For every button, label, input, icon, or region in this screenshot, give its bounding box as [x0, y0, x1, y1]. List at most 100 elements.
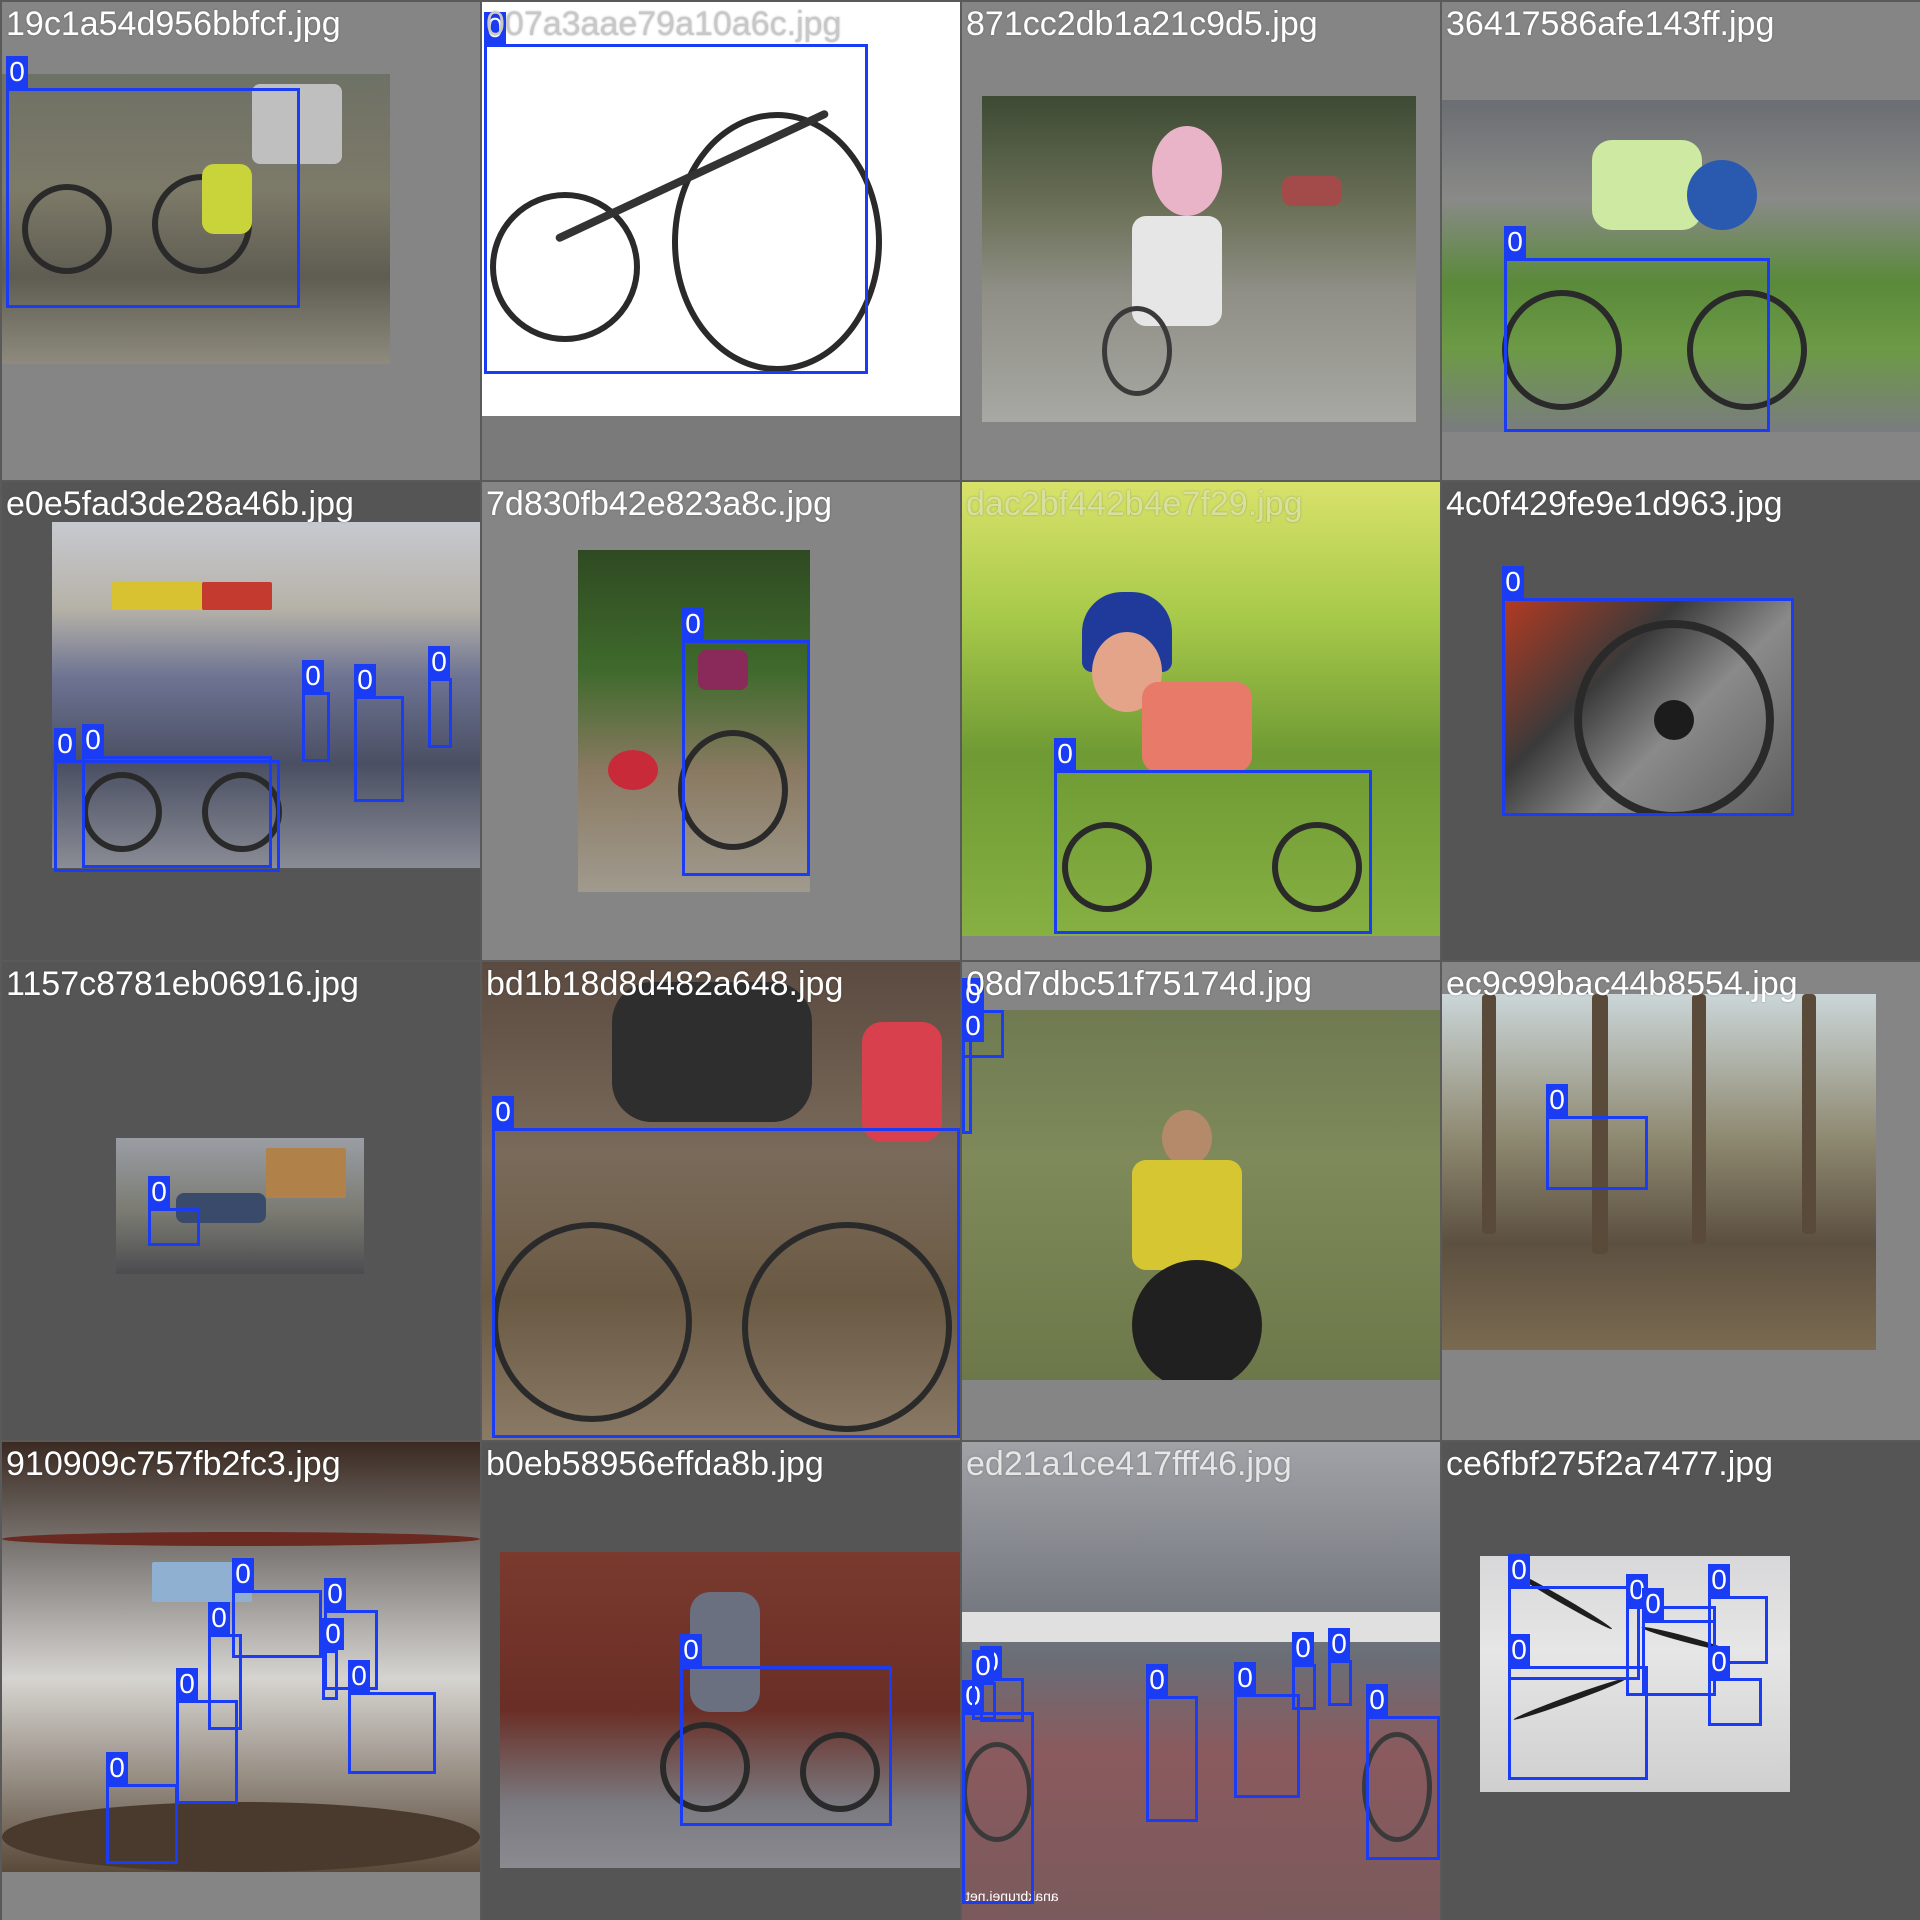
bbox-label: 0: [232, 1558, 254, 1590]
tile-11: 0 ec9c99bac44b8554.jpg: [1442, 962, 1920, 1440]
bbox: 0: [1366, 1684, 1440, 1860]
bbox: 0: [484, 12, 868, 374]
tile-photo: [578, 550, 810, 892]
bbox: 0: [1504, 226, 1770, 432]
bbox: 0: [1508, 1634, 1648, 1780]
tile-0: 0 19c1a54d956bbfcf.jpg: [2, 2, 480, 480]
bbox: 0: [54, 728, 280, 872]
tile-12: 0 0 0 0 0 0 0 910909c757fb2fc3.jpg: [2, 1442, 480, 1920]
tile-filename: ce6fbf275f2a7477.jpg: [1446, 1445, 1774, 1483]
bbox-label: 0: [428, 646, 450, 678]
bbox-label: 0: [1366, 1684, 1388, 1716]
tile-photo: [962, 482, 1440, 936]
bbox-label: 0: [82, 724, 104, 756]
bbox: 0: [354, 664, 404, 802]
tile-filename: dac2bf442b4e7f29.jpg: [966, 485, 1303, 523]
bbox: 0: [232, 1558, 322, 1658]
bbox-label: 0: [54, 728, 76, 760]
bbox-label: 0: [1508, 1554, 1530, 1586]
bbox-label: 0: [1146, 1664, 1168, 1696]
tile-filename: 4c0f429fe9e1d963.jpg: [1446, 485, 1783, 523]
bbox-label: 0: [484, 12, 506, 44]
tile-filename: 08d7dbc51f75174d.jpg: [966, 965, 1312, 1003]
bbox: 0: [208, 1602, 242, 1730]
bbox: 0: [1292, 1632, 1316, 1710]
tile-filename: 19c1a54d956bbfcf.jpg: [6, 5, 341, 43]
bbox: 0: [972, 1650, 996, 1720]
tile-filename: e0e5fad3de28a46b.jpg: [6, 485, 354, 523]
bbox-label: 0: [106, 1752, 128, 1784]
bbox-label: 0: [1508, 1634, 1530, 1666]
tile-filename: 1157c8781eb06916.jpg: [6, 965, 359, 1003]
bbox-label: 0: [1708, 1564, 1730, 1596]
tile-13: 0 b0eb58956effda8b.jpg: [482, 1442, 960, 1920]
tile-photo: [1442, 994, 1876, 1350]
bbox-label: 0: [208, 1602, 230, 1634]
bbox-label: 0: [1546, 1084, 1568, 1116]
tile-8: 0 1157c8781eb06916.jpg: [2, 962, 480, 1440]
bbox: 0: [1708, 1564, 1768, 1664]
bbox-label: 0: [176, 1668, 198, 1700]
bbox-label: 0: [972, 1650, 994, 1682]
tile-7: 0 4c0f429fe9e1d963.jpg: [1442, 482, 1920, 960]
bbox: 0: [680, 1634, 892, 1826]
bbox: 0: [148, 1176, 200, 1246]
bbox-label: 0: [148, 1176, 170, 1208]
bbox-label: 0: [1708, 1646, 1730, 1678]
bbox: 0: [1642, 1588, 1716, 1696]
tile-6: 0 dac2bf442b4e7f29.jpg: [962, 482, 1440, 960]
bbox: 0: [302, 660, 330, 762]
bbox-label: 0: [1054, 738, 1076, 770]
tile-photo: [2, 1442, 480, 1872]
bbox-label: 0: [1234, 1662, 1256, 1694]
tile-filename: 871cc2db1a21c9d5.jpg: [966, 5, 1318, 43]
bbox: 0: [6, 56, 300, 308]
bbox-label: 0: [962, 978, 984, 1010]
bbox: 0: [106, 1752, 178, 1864]
tile-filename: ed21a1ce417fff46.jpg: [966, 1445, 1292, 1483]
tile-filename: b0eb58956effda8b.jpg: [486, 1445, 824, 1483]
tile-filename: 910909c757fb2fc3.jpg: [6, 1445, 341, 1483]
tile-photo: [482, 2, 960, 416]
bbox-label: 0: [6, 56, 28, 88]
tile-photo: anakbrunei.net: [962, 1442, 1440, 1920]
tile-filename: 36417586afe143ff.jpg: [1446, 5, 1775, 43]
tile-4: 0 0 0 0 0 e0e5fad3de28a46b.jpg: [2, 482, 480, 960]
bbox-label: 0: [302, 660, 324, 692]
tile-photo: [962, 1010, 1440, 1380]
bbox: 0: [1146, 1664, 1198, 1822]
tile-9: 0 bd1b18d8d482a648.jpg: [482, 962, 960, 1440]
tile-2: 871cc2db1a21c9d5.jpg: [962, 2, 1440, 480]
tile-photo: [1504, 600, 1792, 814]
tile-filename: 7d830fb42e823a8c.jpg: [486, 485, 832, 523]
tile-filename: bd1b18d8d482a648.jpg: [486, 965, 844, 1003]
bbox: 0: [1502, 566, 1794, 816]
bbox: 0: [492, 1096, 960, 1438]
tile-photo: [116, 1138, 364, 1274]
bbox: 0: [428, 646, 452, 748]
tile-photo: [982, 96, 1416, 422]
bbox-label: 0: [492, 1096, 514, 1128]
tile-1: 0 007a3aae79a10a6c.jpg: [482, 2, 960, 480]
bbox-label: 0: [1292, 1632, 1314, 1664]
tile-5: 0 7d830fb42e823a8c.jpg: [482, 482, 960, 960]
tile-photo: [482, 962, 960, 1440]
bbox-label: 0: [1328, 1628, 1350, 1660]
bbox-label: 0: [1642, 1588, 1664, 1620]
bbox-label: 0: [324, 1578, 346, 1610]
bbox: 0: [962, 1010, 1004, 1058]
tile-15: 0 0 0 0 0 0 ce6fbf275f2a7477.jpg: [1442, 1442, 1920, 1920]
bbox: 0: [1328, 1628, 1352, 1706]
bbox-label: 0: [1504, 226, 1526, 258]
bbox: 0: [82, 724, 272, 868]
tile-photo: [1442, 100, 1920, 432]
bbox: 0: [962, 1680, 1034, 1904]
bbox: 0: [1054, 738, 1372, 934]
bbox: 0: [1508, 1554, 1640, 1680]
bbox-label: 0: [680, 1634, 702, 1666]
tile-3: 0 36417586afe143ff.jpg: [1442, 2, 1920, 480]
tile-filename: ec9c99bac44b8554.jpg: [1446, 965, 1798, 1003]
bbox: 0: [682, 608, 810, 876]
bbox: 0: [322, 1618, 344, 1700]
